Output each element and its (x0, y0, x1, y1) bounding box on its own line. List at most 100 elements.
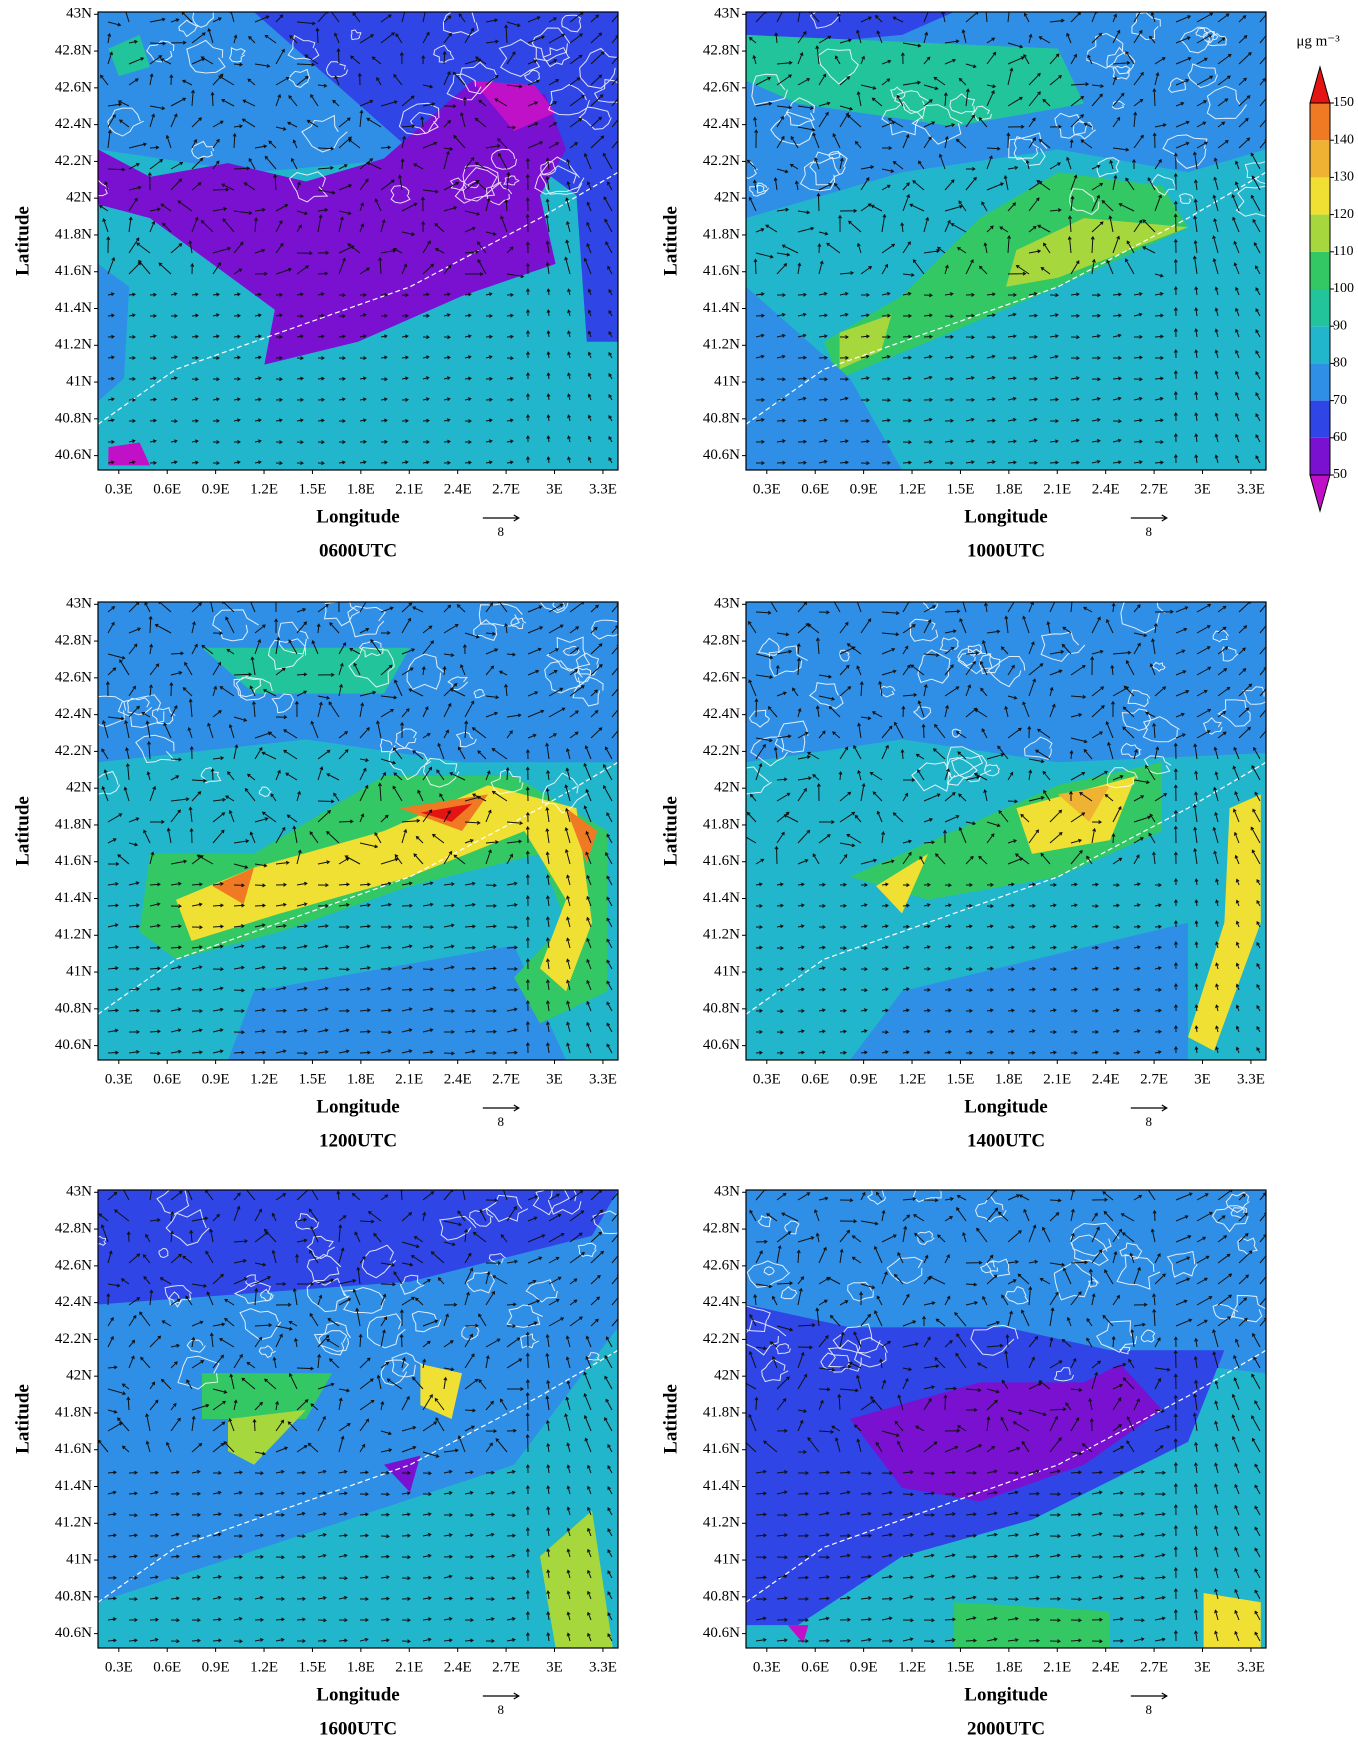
y-tick-label: 42.8N (55, 1221, 92, 1237)
concentration-area (954, 1602, 1110, 1648)
x-tick-label: 1.8E (995, 481, 1023, 497)
y-tick-label: 41.4N (55, 1478, 92, 1494)
x-tick-label: 0.6E (153, 1659, 181, 1675)
y-tick-label: 42.2N (55, 1331, 92, 1347)
x-tick-label: 1.8E (995, 1659, 1023, 1675)
x-tick-label: 2.4E (444, 1071, 472, 1087)
colorbar-low-extension (1309, 474, 1331, 513)
y-tick-label: 41.8N (55, 816, 92, 832)
concentration-area (746, 286, 902, 470)
y-tick-label: 41.4N (703, 890, 740, 906)
x-tick-label: 3E (1194, 1071, 1211, 1087)
concentration-area (850, 922, 1188, 1060)
y-tick-label: 42.2N (703, 1331, 740, 1347)
y-tick-label: 42N (66, 1368, 92, 1384)
y-axis-label: Latitude (12, 1384, 33, 1454)
wind-vectors (98, 1190, 618, 1644)
x-tick-label: 2.4E (1092, 481, 1120, 497)
y-tick-label: 42.6N (55, 1257, 92, 1273)
x-tick-label: 3E (546, 481, 563, 497)
concentration-area (746, 34, 1084, 127)
y-tick-label: 41N (714, 964, 740, 980)
y-axis-label: Latitude (660, 206, 681, 276)
colorbar-tick-label: 90 (1333, 318, 1347, 333)
x-tick-label: 1.2E (250, 1071, 278, 1087)
panel-title: 0600UTC (319, 540, 397, 561)
y-tick-label: 41.4N (55, 300, 92, 316)
x-tick-label: 1.5E (298, 1071, 326, 1087)
coastline (98, 761, 618, 1015)
x-tick-label: 1.2E (250, 481, 278, 497)
y-tick-label: 41.8N (55, 226, 92, 242)
y-tick-label: 43N (66, 6, 92, 22)
x-tick-label: 1.2E (250, 1659, 278, 1675)
x-tick-label: 3E (546, 1071, 563, 1087)
reference-arrow (1130, 514, 1168, 522)
x-axis-label: Longitude (964, 506, 1047, 527)
y-tick-label: 41.2N (703, 1515, 740, 1531)
concentration-area (176, 785, 592, 992)
y-tick-label: 41.2N (55, 927, 92, 943)
colorbar-high-extension (1309, 65, 1331, 104)
x-tick-label: 0.9E (202, 1071, 230, 1087)
x-tick-label: 2.7E (492, 481, 520, 497)
x-tick-label: 2.1E (395, 1659, 423, 1675)
colorbar-tick-label: 70 (1333, 393, 1347, 408)
x-tick-label: 3E (546, 1659, 563, 1675)
y-tick-label: 42.8N (55, 633, 92, 649)
y-tick-label: 43N (66, 596, 92, 612)
x-tick-label: 0.6E (153, 481, 181, 497)
concentration-area (98, 263, 130, 402)
x-axis-label: Longitude (964, 1096, 1047, 1117)
plot-frame (745, 11, 1267, 471)
y-tick-label: 42.6N (703, 1257, 740, 1273)
x-tick-label: 2.7E (492, 1071, 520, 1087)
colorbar-segment (1310, 251, 1330, 289)
x-tick-label: 2.7E (492, 1659, 520, 1675)
y-tick-label: 42.8N (703, 633, 740, 649)
y-tick-label: 41.8N (55, 1404, 92, 1420)
y-tick-label: 41N (66, 374, 92, 390)
x-tick-label: 2.4E (1092, 1659, 1120, 1675)
y-tick-label: 41N (66, 964, 92, 980)
y-tick-label: 41N (66, 1552, 92, 1568)
concentration-area (108, 34, 150, 77)
concentration-area (1188, 794, 1261, 1051)
reference-arrow-label: 8 (1146, 1702, 1153, 1717)
terrain-contours (746, 12, 1266, 217)
y-tick-label: 42.2N (703, 153, 740, 169)
concentration-area (746, 1190, 1266, 1374)
concentration-area (228, 945, 566, 1060)
colorbar-tick-label: 150 (1333, 95, 1354, 110)
x-tick-label: 2.4E (444, 481, 472, 497)
y-tick-label: 43N (714, 6, 740, 22)
y-tick-label: 42N (714, 1368, 740, 1384)
plot-frame (745, 601, 1267, 1061)
colorbar-segment (1310, 214, 1330, 252)
x-tick-label: 0.3E (753, 1659, 781, 1675)
colorbar-tick-label: 130 (1333, 170, 1354, 185)
y-tick-label: 42.2N (703, 743, 740, 759)
y-tick-label: 42.2N (55, 743, 92, 759)
y-tick-label: 42.4N (703, 706, 740, 722)
x-tick-label: 1.8E (347, 1071, 375, 1087)
concentration-area (1203, 1593, 1261, 1648)
y-tick-label: 43N (714, 596, 740, 612)
concentration-area (98, 1327, 618, 1648)
y-tick-label: 41.4N (55, 890, 92, 906)
x-tick-label: 1.8E (347, 1659, 375, 1675)
concentration-area (850, 1364, 1162, 1502)
concentration-area (98, 1190, 618, 1305)
x-tick-label: 3.3E (589, 1659, 617, 1675)
concentration-area (420, 803, 473, 822)
colorbar-tick-label: 80 (1333, 356, 1347, 371)
x-tick-label: 2.1E (1043, 1071, 1071, 1087)
y-tick-label: 41.6N (55, 853, 92, 869)
x-axis-label: Longitude (964, 1684, 1047, 1705)
y-tick-label: 40.6N (703, 447, 740, 463)
x-tick-label: 2.7E (1140, 481, 1168, 497)
y-tick-label: 42.6N (55, 669, 92, 685)
x-tick-label: 1.2E (898, 1071, 926, 1087)
reference-arrow (482, 514, 520, 522)
y-tick-label: 41.6N (55, 1441, 92, 1457)
